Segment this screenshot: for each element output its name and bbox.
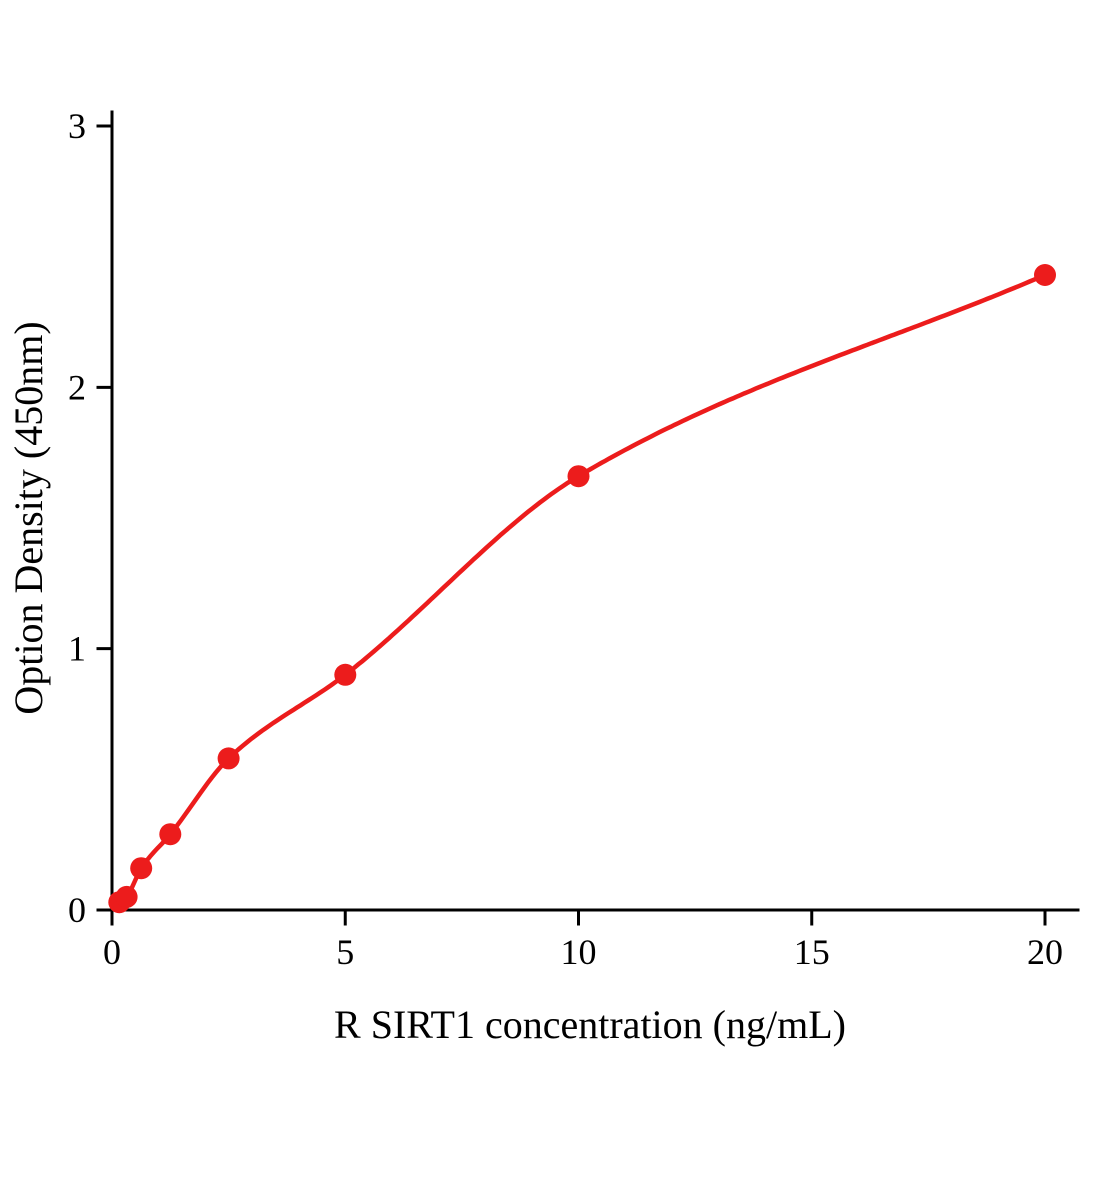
data-point [567, 465, 590, 488]
y-axis-title: Option Density (450nm) [6, 321, 51, 714]
plot-area: 0 5 10 15 20 0 1 2 3 [68, 106, 1080, 972]
data-point [130, 857, 153, 880]
y-tick-label: 1 [68, 629, 86, 669]
data-point [334, 663, 357, 686]
y-tick-label: 0 [68, 890, 86, 930]
x-tick-label: 20 [1027, 932, 1063, 972]
x-tick-label: 10 [561, 932, 597, 972]
data-point [159, 823, 182, 846]
data-point [115, 885, 138, 908]
x-axis-title: R SIRT1 concentration (ng/mL) [334, 1002, 846, 1047]
data-point [1034, 264, 1056, 286]
y-tick-label: 3 [68, 106, 86, 146]
x-tick-label: 15 [794, 932, 830, 972]
x-tick-label: 0 [103, 932, 121, 972]
x-tick-label: 5 [336, 932, 354, 972]
fit-curve [117, 272, 1048, 905]
y-tick-label: 2 [68, 367, 86, 407]
data-point [217, 747, 240, 770]
